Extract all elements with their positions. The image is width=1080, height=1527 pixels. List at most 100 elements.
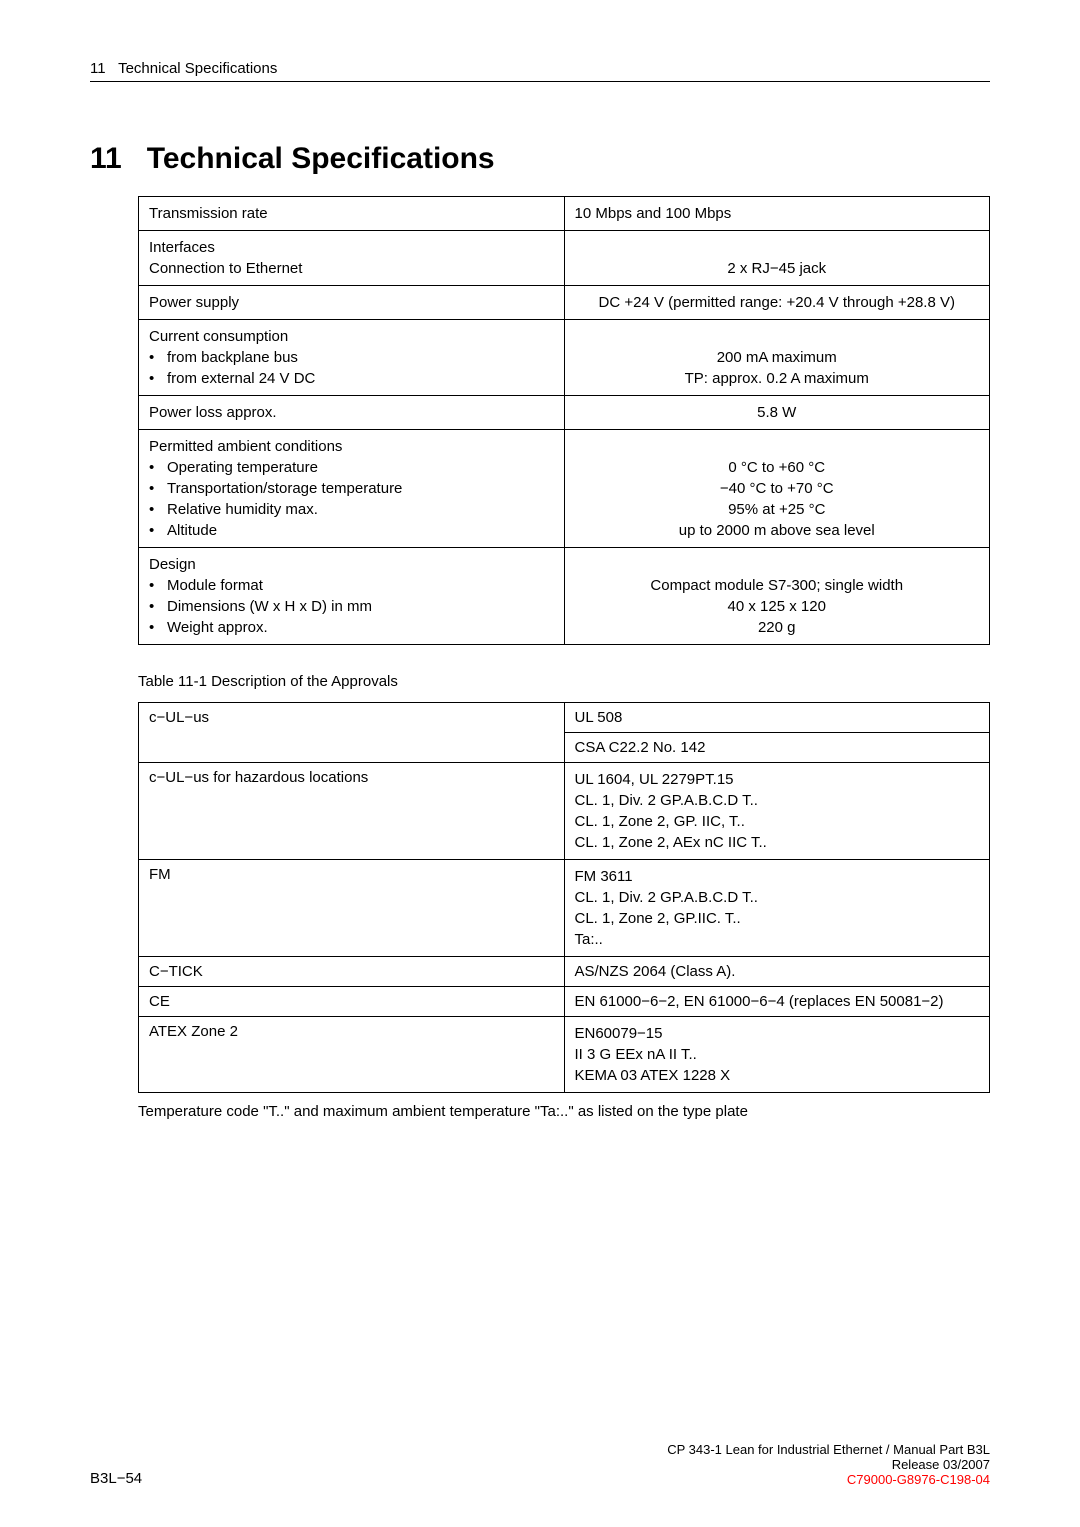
spec-cell-right: 5.8 W [564, 396, 990, 430]
approval-cell-line: II 3 G EEx nA II T.. [575, 1044, 980, 1065]
approval-cell-left: c−UL−us for hazardous locations [139, 763, 565, 860]
spec-bullet-text: from backplane bus [167, 349, 298, 366]
spec-cell-left: Current consumption•from backplane bus•f… [139, 320, 565, 396]
spec-cell-text: Permitted ambient conditions [149, 436, 554, 457]
spec-cell-left: Power loss approx. [139, 396, 565, 430]
bullet-icon: • [149, 459, 167, 476]
approvals-table: c−UL−usUL 508CSA C22.2 No. 142c−UL−us fo… [138, 702, 990, 1093]
spec-cell-left: Power supply [139, 286, 565, 320]
spec-cell-right: 0 °C to +60 °C−40 °C to +70 °C95% at +25… [564, 430, 990, 548]
bullet-icon: • [149, 480, 167, 497]
spec-bullet-item: •Transportation/storage temperature [149, 478, 554, 499]
approval-cell-left: C−TICK [139, 957, 565, 987]
spec-bullet-item: •Dimensions (W x H x D) in mm [149, 596, 554, 617]
spec-cell-text: Power supply [149, 292, 554, 313]
approval-cell-right: UL 1604, UL 2279PT.15CL. 1, Div. 2 GP.A.… [564, 763, 990, 860]
spec-bullet-text: Module format [167, 577, 263, 594]
bullet-icon: • [149, 501, 167, 518]
approval-cell-right: CSA C22.2 No. 142 [564, 733, 990, 763]
approval-cell-right: FM 3611CL. 1, Div. 2 GP.A.B.C.D T..CL. 1… [564, 860, 990, 957]
spec-bullet-item: •Operating temperature [149, 457, 554, 478]
spec-cell-right: DC +24 V (permitted range: +20.4 V throu… [564, 286, 990, 320]
approval-cell-right: AS/NZS 2064 (Class A). [564, 957, 990, 987]
spec-cell-right: 10 Mbps and 100 Mbps [564, 197, 990, 231]
spec-cell-value: 200 mA maximum [575, 347, 980, 368]
spec-cell-value: −40 °C to +70 °C [575, 478, 980, 499]
spec-cell-left: Transmission rate [139, 197, 565, 231]
bullet-icon: • [149, 577, 167, 594]
bullet-icon: • [149, 349, 167, 366]
spec-bullet-item: •Module format [149, 575, 554, 596]
spec-bullet-item: •Weight approx. [149, 617, 554, 638]
approval-cell-line: CL. 1, Zone 2, GP.IIC. T.. [575, 908, 980, 929]
approval-cell-line: KEMA 03 ATEX 1228 X [575, 1065, 980, 1086]
footer-doc-title: CP 343-1 Lean for Industrial Ethernet / … [667, 1442, 990, 1457]
spec-bullet-text: Dimensions (W x H x D) in mm [167, 598, 372, 615]
spec-cell-value [575, 237, 980, 258]
approval-cell-line: UL 1604, UL 2279PT.15 [575, 769, 980, 790]
page-footer: B3L−54 CP 343-1 Lean for Industrial Ethe… [90, 1442, 990, 1487]
spec-cell-value: 2 x RJ−45 jack [575, 258, 980, 279]
spec-cell-value [575, 554, 980, 575]
page-header: 11 Technical Specifications [90, 60, 990, 82]
spec-bullet-text: Weight approx. [167, 619, 268, 636]
spec-cell-text: Connection to Ethernet [149, 258, 554, 279]
approval-cell-left: CE [139, 987, 565, 1017]
spec-cell-left: Permitted ambient conditions•Operating t… [139, 430, 565, 548]
footer-release: Release 03/2007 [667, 1457, 990, 1472]
spec-bullet-text: Operating temperature [167, 459, 318, 476]
spec-bullet-item: •from backplane bus [149, 347, 554, 368]
approval-cell-line: FM 3611 [575, 866, 980, 887]
approval-cell-right: EN60079−15II 3 G EEx nA II T..KEMA 03 AT… [564, 1017, 990, 1093]
bullet-icon: • [149, 598, 167, 615]
spec-cell-right: 2 x RJ−45 jack [564, 231, 990, 286]
bullet-icon: • [149, 522, 167, 539]
section-title-text: Technical Specifications [147, 142, 495, 175]
approvals-table-caption: Table 11-1 Description of the Approvals [138, 673, 990, 690]
footer-doc-number: C79000-G8976-C198-04 [667, 1472, 990, 1487]
spec-cell-value: DC +24 V (permitted range: +20.4 V throu… [575, 292, 980, 313]
spec-bullet-text: from external 24 V DC [167, 370, 315, 387]
bullet-icon: • [149, 619, 167, 636]
spec-cell-value: up to 2000 m above sea level [575, 520, 980, 541]
spec-bullet-text: Transportation/storage temperature [167, 480, 402, 497]
section-title-num: 11 [90, 142, 122, 175]
spec-cell-text: Power loss approx. [149, 402, 554, 423]
spec-cell-left: Design•Module format•Dimensions (W x H x… [139, 548, 565, 645]
spec-cell-value: 220 g [575, 617, 980, 638]
spec-cell-value: 5.8 W [575, 402, 980, 423]
spec-cell-value: 0 °C to +60 °C [575, 457, 980, 478]
section-title: 11 Technical Specifications [90, 142, 990, 176]
spec-bullet-item: •Altitude [149, 520, 554, 541]
approval-cell-right: EN 61000−6−2, EN 61000−6−4 (replaces EN … [564, 987, 990, 1017]
spec-cell-value: 10 Mbps and 100 Mbps [575, 203, 980, 224]
spec-cell-right: Compact module S7-300; single width40 x … [564, 548, 990, 645]
approval-cell-line: CL. 1, Div. 2 GP.A.B.C.D T.. [575, 790, 980, 811]
header-section-num: 11 [90, 60, 106, 77]
specifications-table: Transmission rate 10 Mbps and 100 Mbps Int… [138, 196, 990, 645]
approval-cell-left: FM [139, 860, 565, 957]
footer-page-number: B3L−54 [90, 1470, 142, 1487]
spec-cell-right: 200 mA maximumTP: approx. 0.2 A maximum [564, 320, 990, 396]
approval-cell-line: CL. 1, Zone 2, GP. IIC, T.. [575, 811, 980, 832]
approval-cell-line: CL. 1, Div. 2 GP.A.B.C.D T.. [575, 887, 980, 908]
spec-cell-text: Interfaces [149, 237, 554, 258]
spec-cell-text: Current consumption [149, 326, 554, 347]
spec-bullet-text: Altitude [167, 522, 217, 539]
spec-cell-value: TP: approx. 0.2 A maximum [575, 368, 980, 389]
spec-cell-text: Transmission rate [149, 203, 554, 224]
bullet-icon: • [149, 370, 167, 387]
spec-cell-value: 40 x 125 x 120 [575, 596, 980, 617]
temperature-footnote: Temperature code "T.." and maximum ambie… [138, 1103, 990, 1120]
spec-cell-value: Compact module S7-300; single width [575, 575, 980, 596]
spec-cell-value: 95% at +25 °C [575, 499, 980, 520]
header-section-name: Technical Specifications [118, 60, 277, 77]
approval-cell-line: CL. 1, Zone 2, AEx nC IIC T.. [575, 832, 980, 853]
approval-cell-right: UL 508 [564, 703, 990, 733]
approval-cell-left: c−UL−us [139, 703, 565, 763]
spec-bullet-text: Relative humidity max. [167, 501, 318, 518]
approval-cell-line: Ta:.. [575, 929, 980, 950]
spec-cell-text: Design [149, 554, 554, 575]
spec-cell-left: InterfacesConnection to Ethernet [139, 231, 565, 286]
approval-cell-left: ATEX Zone 2 [139, 1017, 565, 1093]
